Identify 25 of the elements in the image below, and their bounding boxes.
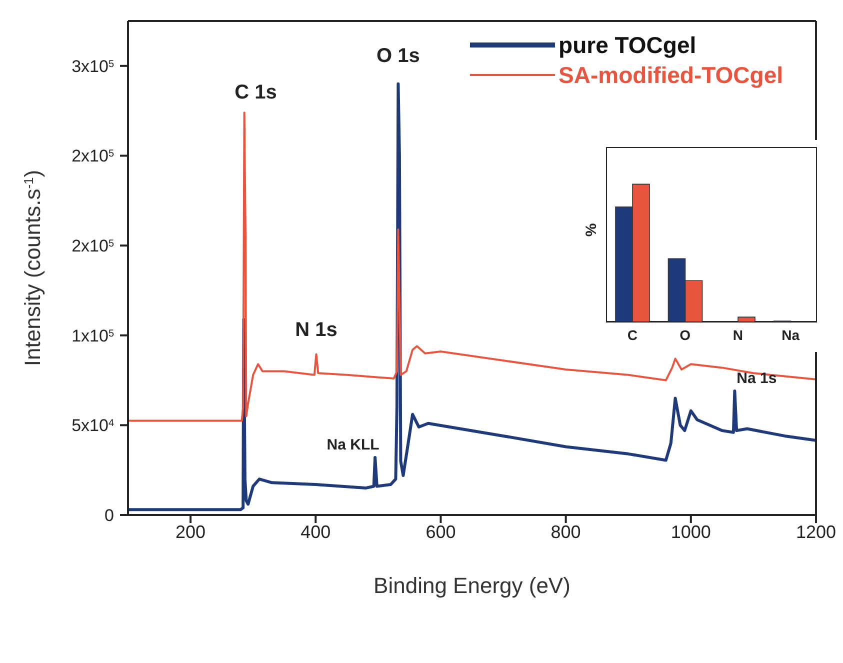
annotation: N 1s <box>295 319 338 342</box>
y-tick-label: 2x10$^{5}$ <box>72 146 114 166</box>
annotation: O 1s <box>376 44 420 67</box>
x-tick-label: 400 <box>300 522 331 542</box>
x-tick-label: 800 <box>550 522 581 542</box>
x-tick-label: O <box>680 326 691 343</box>
x-tick-label: 1000 <box>670 522 711 542</box>
x-tick-label: 600 <box>426 522 456 542</box>
x-tick-label: N <box>732 326 743 343</box>
annotation: C 1s <box>234 82 277 104</box>
x-tick-label: 200 <box>176 522 206 542</box>
x-tick-label: Na <box>782 326 800 343</box>
y-tick-label: 5x10$^{4}$ <box>72 416 114 436</box>
y-axis-title: % <box>583 223 600 237</box>
legend-label: pure TOCgel <box>558 31 696 60</box>
y-tick-label: 2x10$^{5}$ <box>72 236 114 256</box>
annotation: Na KLL <box>326 436 380 454</box>
y-tick-label: 0 <box>104 506 114 525</box>
x-tick-label: 1200 <box>796 522 836 542</box>
annotation: Na 1s <box>736 370 777 388</box>
x-tick-label: C <box>627 326 638 343</box>
y-tick-label: 3x10$^{5}$ <box>72 56 114 76</box>
x-axis-title: Binding Energy (eV) <box>374 573 570 598</box>
legend-label: SA-modified-TOCgel <box>558 61 783 90</box>
y-tick-label: 1x10$^{5}$ <box>72 326 114 346</box>
